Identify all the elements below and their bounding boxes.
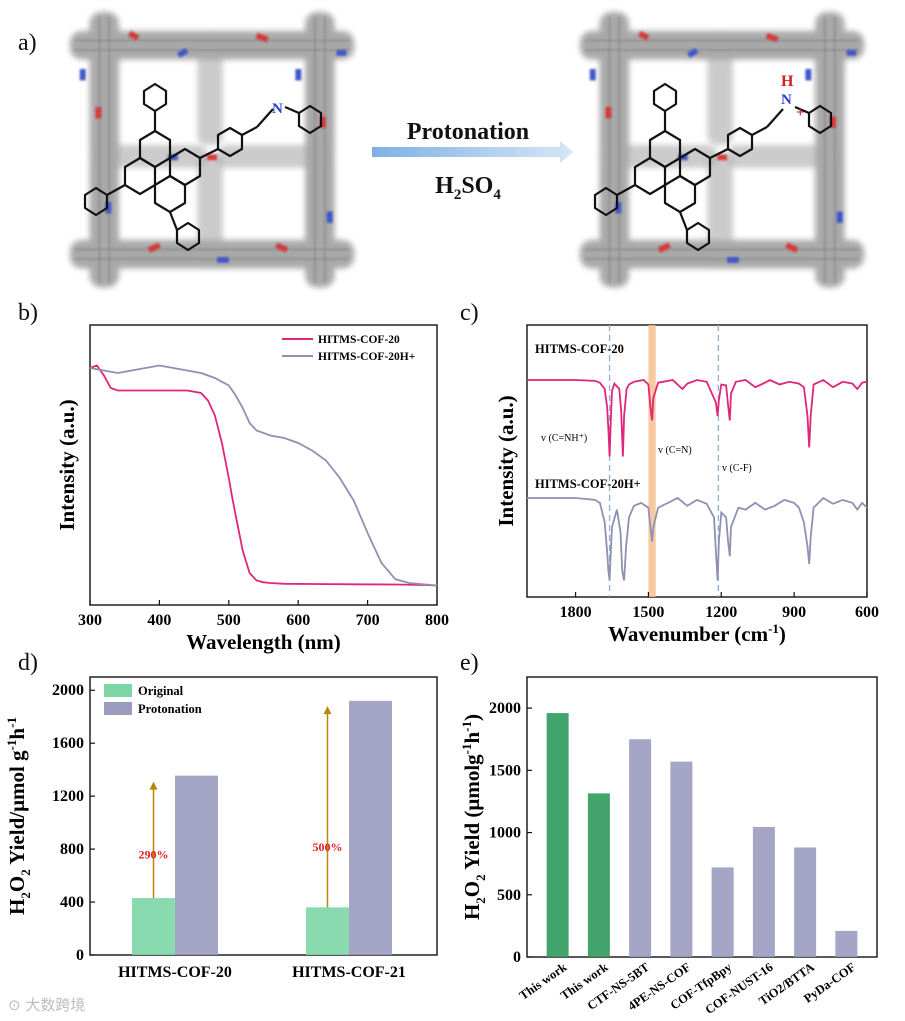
chart-e-ylabel: H2O2 Yield (μmolg-1h-1) (459, 714, 488, 920)
chart-e-category-label: COF-NUST-16 (703, 960, 776, 1017)
chart-e-bar (711, 867, 734, 957)
chart-c-frame (526, 324, 868, 598)
chart-e-ytick-label: 1500 (489, 762, 521, 779)
chart-d-ytick-label: 400 (60, 894, 84, 911)
chart-b-series-line-1 (89, 364, 438, 587)
arrow-bottom-label: H2SO4 (435, 173, 501, 203)
left-nitrogen-label: N (272, 101, 283, 117)
chart-c-annotation: v (C=NH⁺) (541, 433, 587, 444)
chart-b-xtick-label: 600 (286, 612, 310, 629)
panel-label-c: c) (460, 300, 479, 326)
chart-b-xtick-label: 300 (78, 612, 102, 629)
chart-b-legend-label: HITMS-COF-20 (318, 334, 400, 346)
chart-d-category-label: HITMS-COF-20 (118, 964, 232, 981)
right-hydrogen-label: H (781, 73, 794, 90)
chart-b-xtick-label: 500 (217, 612, 241, 629)
chart-e-bar (794, 847, 817, 957)
chart-b-xlabel: Wavelength (nm) (186, 630, 341, 654)
chart-d-bar-protonation (349, 700, 392, 955)
watermark-icon: ⊙ (8, 996, 26, 1014)
right-plus-label: + (796, 105, 805, 121)
chart-d-legend-swatch (104, 684, 132, 697)
chart-d-legend-swatch (104, 702, 132, 715)
chart-e-ytick-label: 1000 (489, 825, 521, 842)
right-nitrogen-label: N (781, 92, 792, 108)
chart-e-category-label: This work (558, 960, 611, 1003)
chart-b-ylabel: Intensity (a.u.) (55, 399, 79, 530)
panel-label-a: a) (18, 30, 37, 56)
chart-e-bar (670, 761, 693, 957)
chart-b-series-line-2 (89, 364, 438, 587)
chart-c-series-label: HITMS-COF-20H+ (535, 477, 641, 491)
chart-d-ytick-label: 0 (76, 947, 84, 964)
chart-c-series-label: HITMS-COF-20 (535, 342, 624, 356)
chart-e-bar (752, 826, 775, 957)
chart-e-ytick-label: 500 (497, 887, 521, 904)
chart-d-ytick-label: 800 (60, 841, 84, 858)
chart-c-annotation: v (C=N) (658, 445, 692, 456)
chart-d-bar-original (132, 898, 175, 955)
chart-c-xlabel: Wavenumber (cm-1) (608, 621, 786, 646)
chart-e-category-label: CTF-NS-5BT (585, 960, 653, 1013)
chart-d-legend-label: Original (138, 684, 184, 698)
chart-c-highlight-band (648, 325, 656, 597)
chart-e-bar (546, 713, 569, 957)
arrow-top-label: Protonation (407, 119, 529, 145)
chart-e-bar (629, 739, 652, 957)
chart-d-ytick-label: 1600 (52, 735, 84, 752)
chart-c-ylabel: Intensity (a.u.) (494, 395, 518, 526)
protonation-arrow (372, 141, 573, 163)
chart-e-category-label: 4PE-NS-COF (625, 960, 693, 1013)
chart-e-ytick-label: 2000 (489, 700, 521, 717)
chart-d-ytick-label: 2000 (52, 682, 84, 699)
chart-c-annotation: v (C-F) (722, 463, 752, 474)
chart-d-ytick-label: 1200 (52, 788, 84, 805)
chart-e-category-label: PyDa-COF (801, 960, 858, 1006)
watermark-text: ⊙ 大数跨境 (8, 996, 86, 1014)
chart-e-category-label: COF-TfpBpy (668, 960, 735, 1013)
chart-e-frame (526, 676, 878, 958)
panel-label-d: d) (18, 650, 38, 676)
chart-b-xtick-label: 700 (356, 612, 380, 629)
chart-d-bar-protonation (175, 775, 218, 955)
chart-d-increase-label: 500% (313, 840, 343, 854)
protonation-scheme: N Protonation H2SO4 H N + (0, 0, 905, 300)
chart-d-legend-label: Protonation (138, 702, 202, 716)
chart-c-series-line-2 (527, 496, 868, 581)
chart-c-xtick-label: 1500 (632, 604, 664, 621)
chart-c-xtick-label: 1800 (560, 604, 592, 621)
right-framework-image (580, 12, 864, 288)
panel-label-e: e) (460, 650, 479, 676)
chart-d-arrow-head (149, 781, 158, 790)
chart-d-increase-label: 290% (139, 848, 169, 862)
chart-e-ytick-label: 0 (513, 949, 521, 966)
chart-e-bar (587, 793, 610, 957)
chart-c-series-line-1 (527, 378, 868, 457)
chart-d-category-label: HITMS-COF-21 (292, 964, 406, 981)
chart-d-frame (89, 676, 438, 956)
left-framework-image (70, 12, 354, 288)
chart-d-arrow-head (323, 706, 332, 715)
panel-label-b: b) (18, 300, 38, 326)
chart-b-xtick-label: 800 (425, 612, 449, 629)
chart-c-xtick-label: 600 (855, 604, 879, 621)
chart-b-frame (89, 324, 438, 606)
chart-c-xtick-label: 1200 (705, 604, 737, 621)
chart-c-xtick-label: 900 (782, 604, 806, 621)
chart-d-ylabel: H2O2 Yield/μmol g-1h-1 (4, 717, 33, 915)
chart-e-category-label: This work (517, 960, 570, 1003)
chart-e-category-label: TiO2/BTTA (756, 960, 817, 1008)
chart-b-xtick-label: 400 (147, 612, 171, 629)
chart-b-legend-label: HITMS-COF-20H+ (318, 351, 415, 363)
chart-e-bar (835, 930, 858, 957)
chart-d-bar-original (306, 907, 349, 955)
